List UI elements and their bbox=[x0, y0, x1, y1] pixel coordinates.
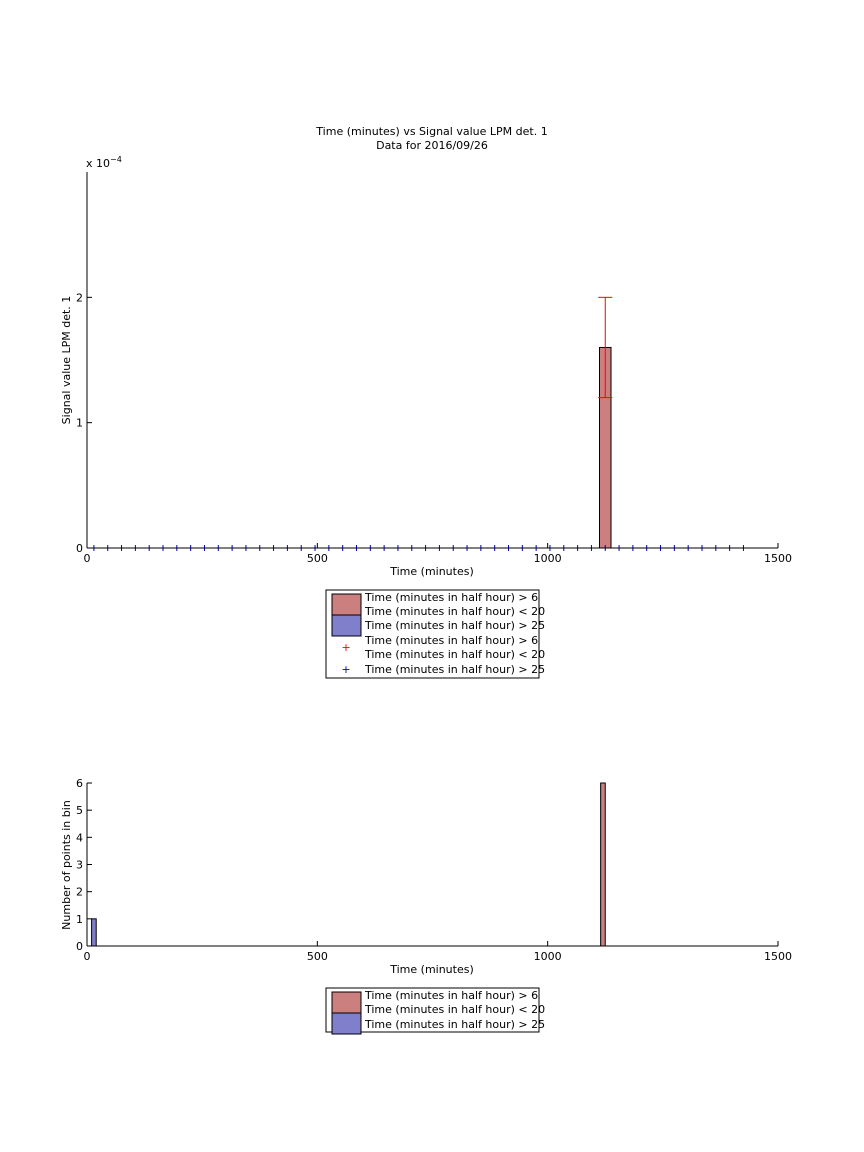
x-tick-label: 500 bbox=[307, 552, 328, 565]
bottom-chart: 0 500 1000 1500 0 1 2 3 4 5 6 Time (minutes) Numb… bbox=[60, 777, 792, 1035]
bottom-legend: Time (minutes in half hour) > 6 Time (mi… bbox=[325, 987, 545, 1035]
top-legend-item-1-line2: Time (minutes in half hour) < 20 bbox=[364, 605, 545, 618]
top-y-ticks: 0 1 2 bbox=[76, 291, 92, 555]
top-legend-item-3-line2: Time (minutes in half hour) < 20 bbox=[364, 648, 545, 661]
y-tick-label: 0 bbox=[76, 940, 83, 953]
top-chart-ylabel: Signal value LPM det. 1 bbox=[60, 296, 73, 425]
top-legend-marker-red-plus-icon: + bbox=[341, 641, 350, 654]
top-chart-title-line2: Data for 2016/09/26 bbox=[376, 139, 488, 152]
x-tick-label: 0 bbox=[84, 950, 91, 963]
top-x-ticks: 0 500 1000 1500 bbox=[84, 543, 792, 565]
x-tick-label: 500 bbox=[307, 950, 328, 963]
top-chart: Time (minutes) vs Signal value LPM det. … bbox=[60, 125, 792, 679]
x-tick-label: 1500 bbox=[764, 950, 792, 963]
bottom-plot-area bbox=[91, 782, 606, 947]
bottom-chart-ylabel: Number of points in bin bbox=[60, 800, 73, 930]
x-tick-label: 1000 bbox=[534, 552, 562, 565]
bottom-y-ticks: 0 1 2 3 4 5 6 bbox=[76, 777, 92, 953]
y-tick-label: 2 bbox=[76, 886, 83, 899]
bottom-legend-swatch-bar-blue bbox=[331, 1012, 362, 1035]
top-legend-marker-blue-plus-icon: + bbox=[341, 663, 350, 676]
y-tick-label: 4 bbox=[76, 831, 83, 844]
bottom-legend-item-1-line2: Time (minutes in half hour) < 20 bbox=[364, 1003, 545, 1016]
top-plot-area bbox=[90, 296, 747, 551]
top-chart-exponent-power: −4 bbox=[110, 155, 122, 164]
top-chart-title-line1: Time (minutes) vs Signal value LPM det. … bbox=[315, 125, 547, 138]
bottom-legend-item-1-line1: Time (minutes in half hour) > 6 bbox=[364, 989, 538, 1002]
x-tick-label: 0 bbox=[84, 552, 91, 565]
y-tick-label: 0 bbox=[76, 542, 83, 555]
top-legend-swatch-bar-red bbox=[331, 593, 362, 616]
top-legend-item-4-line1: Time (minutes in half hour) > 25 bbox=[364, 663, 545, 676]
top-chart-xlabel: Time (minutes) bbox=[389, 565, 474, 578]
top-legend-swatch-bar-blue bbox=[331, 614, 362, 637]
bottom-legend-swatch-bar-red bbox=[331, 991, 362, 1014]
bar bbox=[91, 918, 97, 947]
top-chart-exponent: x 10−4 bbox=[86, 155, 122, 170]
y-tick-label: 6 bbox=[76, 777, 83, 790]
y-tick-label: 1 bbox=[76, 913, 83, 926]
bar bbox=[600, 782, 606, 947]
top-legend-item-3-line1: Time (minutes in half hour) > 6 bbox=[364, 634, 538, 647]
top-legend: + + Time (minutes in half hour) > 6 Time… bbox=[325, 589, 545, 679]
top-legend-item-2-line1: Time (minutes in half hour) > 25 bbox=[364, 619, 545, 632]
y-tick-label: 2 bbox=[76, 291, 83, 304]
top-chart-exponent-base: x 10 bbox=[86, 157, 110, 170]
top-legend-item-1-line1: Time (minutes in half hour) > 6 bbox=[364, 591, 538, 604]
bottom-chart-xlabel: Time (minutes) bbox=[389, 963, 474, 976]
x-tick-label: 1500 bbox=[764, 552, 792, 565]
bottom-legend-item-2-line1: Time (minutes in half hour) > 25 bbox=[364, 1018, 545, 1031]
x-tick-label: 1000 bbox=[534, 950, 562, 963]
bottom-x-ticks: 0 500 1000 1500 bbox=[84, 941, 792, 963]
y-tick-label: 3 bbox=[76, 859, 83, 872]
y-tick-label: 5 bbox=[76, 804, 83, 817]
y-tick-label: 1 bbox=[76, 417, 83, 430]
